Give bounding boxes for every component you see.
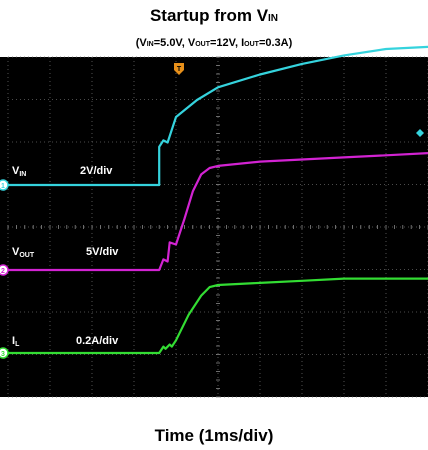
chart-subtitle: (VIN=5.0V, VOUT=12V, IOUT=0.3A) [0, 37, 428, 49]
il-ground-marker: 3 [0, 347, 9, 359]
chart-title: Startup from VIN [0, 6, 428, 26]
cond-vout-sub: OUT [195, 41, 210, 48]
ground-marker-label: 2 [1, 268, 5, 275]
vout-trace [8, 152, 428, 272]
vout-label-main: V [12, 246, 20, 258]
vout-ground-marker: 2 [0, 264, 9, 276]
grid [7, 56, 428, 398]
trigger-level-marker [416, 129, 424, 137]
vin-label-sub: IN [19, 171, 26, 178]
title-subscript: IN [268, 13, 279, 24]
ground-marker-ring [0, 179, 9, 191]
ground-marker-label: 3 [1, 351, 5, 358]
vout-scale-label: 5V/div [86, 246, 119, 258]
trigger-marker-label: T [177, 66, 182, 73]
il-scale-label: 0.2A/div [76, 335, 119, 347]
cond-open: (V [135, 37, 147, 49]
x-axis-label: Time (1ms/div) [154, 426, 274, 445]
cond-vin-val: =5.0V, V [153, 37, 196, 49]
il-label-sub: L [15, 341, 20, 348]
il-trace [8, 277, 428, 355]
vin-label: VIN [12, 165, 26, 178]
vin-scale-label: 2V/div [80, 165, 113, 177]
il-label-main: I [12, 335, 15, 347]
cond-vout-val: =12V, I [210, 37, 245, 49]
ground-marker-ring [0, 264, 9, 276]
vin-label-main: V [12, 165, 20, 177]
cond-iout-sub: OUT [244, 41, 259, 48]
vout-label: VOUT [12, 246, 35, 259]
ground-marker-label: 1 [1, 183, 5, 190]
markers: 1 2 3 [0, 129, 424, 359]
vout-label-sub: OUT [19, 252, 35, 259]
il-label: IL [12, 335, 20, 348]
traces [8, 45, 428, 355]
cond-vin-sub: IN [146, 41, 154, 48]
ground-marker-ring [0, 347, 9, 359]
cond-iout-val: =0.3A) [258, 37, 293, 49]
title-main: Startup from V [149, 6, 269, 25]
trigger-marker: T [174, 63, 184, 75]
vin-trace [8, 45, 428, 187]
vin-ground-marker: 1 [0, 179, 9, 191]
